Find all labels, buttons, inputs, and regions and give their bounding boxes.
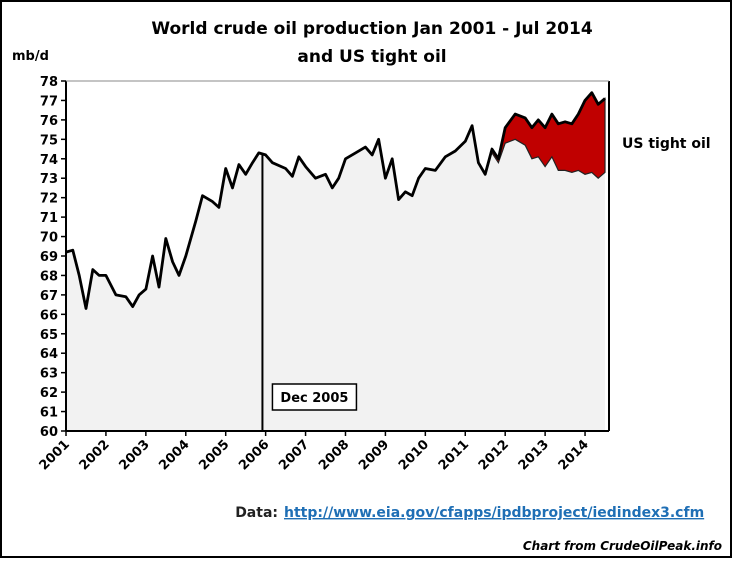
y-tick-label: 65: [40, 328, 58, 343]
y-tick-label: 73: [40, 172, 58, 187]
y-tick-label: 72: [40, 192, 58, 207]
y-tick-label: 68: [40, 269, 58, 284]
y-tick-label: 69: [40, 250, 58, 265]
y-axis-label: mb/d: [12, 49, 49, 64]
y-tick-label: 76: [40, 114, 58, 129]
y-tick-label: 61: [40, 406, 58, 421]
y-tick-label: 71: [40, 211, 58, 226]
annotation-box: [271, 383, 358, 411]
credit: Chart from CrudeOilPeak.info: [523, 539, 722, 553]
area: [66, 92, 606, 431]
y-tick-label: 60: [40, 425, 58, 440]
y-tick-label: 67: [40, 289, 58, 304]
y-tick-label: 70: [40, 231, 58, 246]
legend-label: US tight oil: [622, 136, 711, 152]
line: [65, 91, 606, 310]
y-tick-label: 75: [40, 133, 58, 148]
source-link[interactable]: http://www.eia.gov/cfapps/ipdbproject/ie…: [284, 505, 704, 521]
y-tick-label: 77: [40, 94, 58, 109]
y-tick-label: 66: [40, 308, 58, 323]
y-tick-label: 78: [40, 75, 58, 90]
chart-title: World crude oil production Jan 2001 - Ju…: [151, 19, 592, 39]
y-tick-label: 62: [40, 386, 58, 401]
y-tick-label: 63: [40, 367, 58, 382]
annotation-label: Dec 2005: [280, 391, 348, 406]
source-prefix: Data:: [235, 505, 278, 521]
y-tick-label: 64: [40, 347, 58, 362]
chart-title: and US tight oil: [297, 47, 446, 67]
y-tick-label: 74: [40, 153, 58, 168]
